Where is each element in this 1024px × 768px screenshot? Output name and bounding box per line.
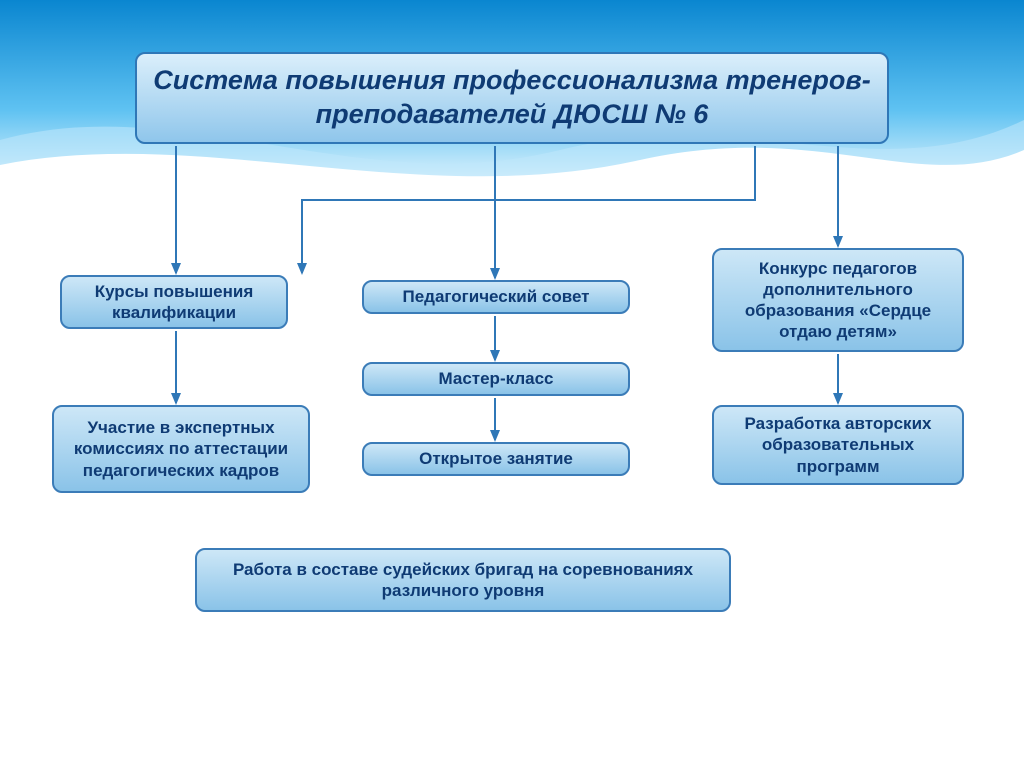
node-bottom-referee: Работа в составе судейских бригад на сор…: [195, 548, 731, 612]
node-left-expert: Участие в экспертных комиссиях по аттест…: [52, 405, 310, 493]
node-right-programs: Разработка авторских образовательных про…: [712, 405, 964, 485]
node-right-contest: Конкурс педагогов дополнительного образо…: [712, 248, 964, 352]
node-mid-masterclass: Мастер-класс: [362, 362, 630, 396]
node-label: Разработка авторских образовательных про…: [728, 413, 948, 477]
node-mid-council: Педагогический совет: [362, 280, 630, 314]
node-left-courses: Курсы повышения квалификации: [60, 275, 288, 329]
node-label: Работа в составе судейских бригад на сор…: [211, 559, 715, 602]
node-mid-openlesson: Открытое занятие: [362, 442, 630, 476]
node-label: Открытое занятие: [419, 448, 573, 469]
node-label: Курсы повышения квалификации: [76, 281, 272, 324]
node-label: Мастер-класс: [439, 368, 554, 389]
title-text: Система повышения профессионализма трене…: [151, 64, 873, 132]
node-label: Конкурс педагогов дополнительного образо…: [728, 258, 948, 343]
node-label: Педагогический совет: [403, 286, 590, 307]
node-label: Участие в экспертных комиссиях по аттест…: [68, 417, 294, 481]
title-box: Система повышения профессионализма трене…: [135, 52, 889, 144]
